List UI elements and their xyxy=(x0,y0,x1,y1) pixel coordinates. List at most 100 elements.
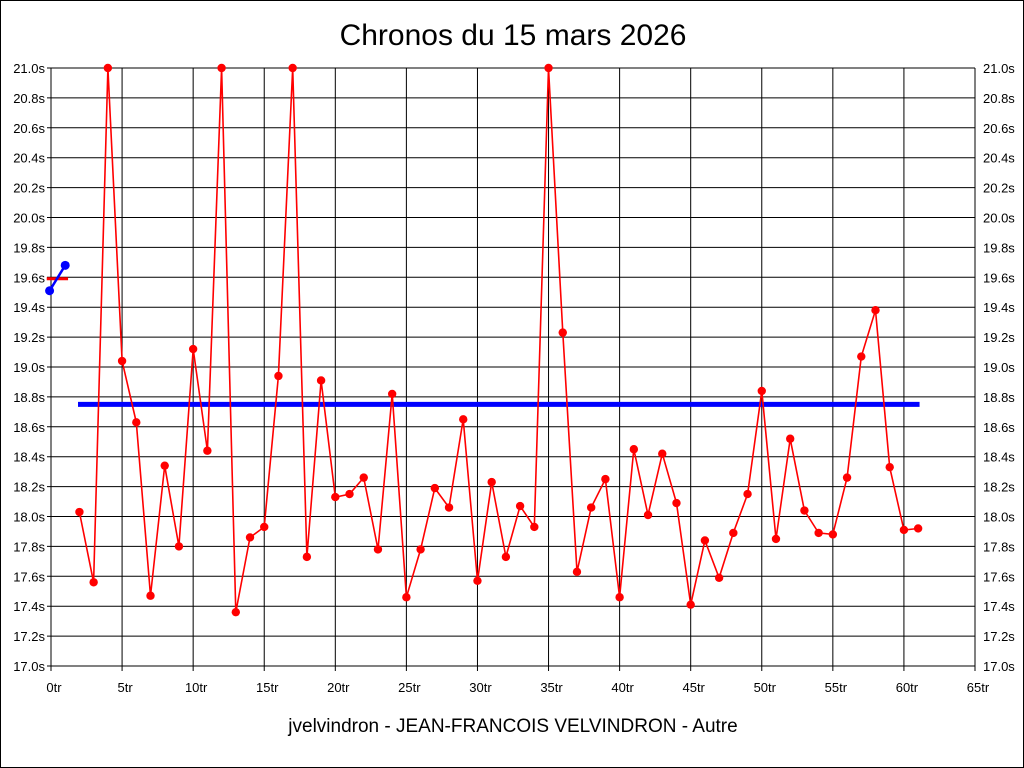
x-axis-label: 30tr xyxy=(469,680,492,695)
data-point xyxy=(373,545,383,554)
data-point xyxy=(416,545,425,554)
y-axis-label-left: 18.4s xyxy=(13,450,45,465)
x-axis-label: 45tr xyxy=(682,680,705,695)
y-axis-label-right: 18.8s xyxy=(983,390,1015,405)
y-axis-label-right: 21.0s xyxy=(983,61,1015,76)
y-axis-label-right: 19.0s xyxy=(983,360,1015,375)
data-point xyxy=(686,600,695,609)
data-point xyxy=(643,510,653,520)
data-point xyxy=(515,501,525,511)
data-point xyxy=(771,534,781,544)
data-point xyxy=(345,489,354,499)
x-axis-label: 25tr xyxy=(398,680,421,695)
y-axis-label-left: 18.2s xyxy=(13,480,45,495)
data-point xyxy=(842,473,852,482)
data-point xyxy=(814,528,823,538)
data-point xyxy=(316,376,326,385)
data-point xyxy=(188,344,198,354)
data-point xyxy=(459,415,468,424)
y-axis-label-left: 20.6s xyxy=(13,121,45,136)
data-point xyxy=(444,503,454,512)
data-point xyxy=(586,503,596,512)
y-axis-label-left: 20.8s xyxy=(13,91,45,106)
y-axis-label-left: 19.8s xyxy=(13,240,45,255)
y-axis-label-right: 19.6s xyxy=(983,270,1015,285)
data-point xyxy=(714,573,724,582)
data-point xyxy=(743,489,752,499)
data-point xyxy=(260,522,269,532)
data-point xyxy=(913,524,923,533)
y-axis-label-right: 17.6s xyxy=(983,569,1015,584)
y-axis-label-right: 19.8s xyxy=(983,240,1015,255)
data-point xyxy=(160,461,169,470)
x-axis-label: 65tr xyxy=(967,680,990,695)
x-axis-label: 40tr xyxy=(611,680,634,695)
data-point xyxy=(544,63,553,73)
y-axis-label-left: 17.8s xyxy=(13,539,45,554)
data-point xyxy=(103,63,113,73)
lap-series-line xyxy=(78,67,919,613)
y-axis-label-left: 18.6s xyxy=(13,420,45,435)
data-point xyxy=(402,593,411,602)
data-point xyxy=(601,474,610,484)
data-point xyxy=(757,386,766,396)
y-axis-label-right: 20.0s xyxy=(983,211,1015,226)
data-point xyxy=(231,607,240,617)
data-point xyxy=(786,434,795,443)
start-segment-point xyxy=(45,286,55,296)
data-point xyxy=(245,533,255,542)
data-point xyxy=(615,593,624,602)
data-point xyxy=(174,542,184,551)
x-axis-label: 60tr xyxy=(896,680,919,695)
y-axis-label-right: 20.8s xyxy=(983,91,1015,106)
data-point xyxy=(487,477,496,487)
data-point xyxy=(672,498,681,508)
y-axis-label-right: 20.4s xyxy=(983,151,1015,166)
data-point xyxy=(828,530,838,539)
y-axis-label-left: 21.0s xyxy=(13,61,45,76)
y-axis-label-left: 19.4s xyxy=(13,300,45,315)
chart-title: Chronos du 15 mars 2026 xyxy=(339,19,687,52)
y-axis-label-right: 18.4s xyxy=(983,450,1015,465)
data-point xyxy=(274,371,283,381)
y-axis-label-right: 17.2s xyxy=(983,629,1015,644)
y-axis-label-left: 17.6s xyxy=(13,569,45,584)
data-point xyxy=(203,446,212,455)
x-axis-label: 10tr xyxy=(185,680,208,695)
x-axis-label: 55tr xyxy=(825,680,848,695)
data-point xyxy=(117,356,127,366)
data-point xyxy=(146,591,155,600)
data-point xyxy=(658,449,667,458)
y-axis-label-right: 18.2s xyxy=(983,480,1015,495)
data-point xyxy=(629,445,639,454)
data-point xyxy=(885,462,894,472)
x-axis-label: 0tr xyxy=(46,680,62,695)
y-axis-label-right: 19.2s xyxy=(983,330,1015,345)
y-axis-label-right: 18.6s xyxy=(983,420,1015,435)
data-point xyxy=(288,63,297,73)
y-axis-label-left: 19.2s xyxy=(13,330,45,345)
y-axis-label-left: 17.0s xyxy=(13,659,45,674)
start-segment-point xyxy=(60,260,70,270)
data-point xyxy=(75,507,84,517)
y-axis-label-right: 19.4s xyxy=(983,300,1015,315)
data-point xyxy=(530,522,539,532)
y-axis-label-left: 17.4s xyxy=(13,599,45,614)
y-axis-label-left: 18.0s xyxy=(13,510,45,525)
y-axis-label-left: 18.8s xyxy=(13,390,45,405)
y-axis-label-left: 20.2s xyxy=(13,181,45,196)
data-point xyxy=(800,506,809,515)
x-axis-label: 5tr xyxy=(117,680,133,695)
data-point xyxy=(331,492,340,502)
data-point xyxy=(217,63,226,73)
chart-caption: jvelvindron - JEAN-FRANCOIS VELVINDRON -… xyxy=(288,716,738,737)
data-point xyxy=(871,305,880,315)
data-point xyxy=(700,536,710,545)
y-axis-label-right: 17.8s xyxy=(983,539,1015,554)
start-segment-line xyxy=(48,264,67,292)
data-point xyxy=(572,567,582,577)
data-point xyxy=(899,525,909,535)
y-axis-label-left: 17.2s xyxy=(13,629,45,644)
